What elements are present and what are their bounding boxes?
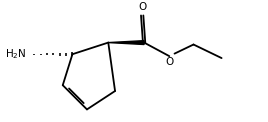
Text: H$_2$N: H$_2$N	[5, 47, 27, 61]
Polygon shape	[108, 41, 144, 45]
Text: O: O	[138, 2, 146, 12]
Text: O: O	[165, 57, 173, 67]
